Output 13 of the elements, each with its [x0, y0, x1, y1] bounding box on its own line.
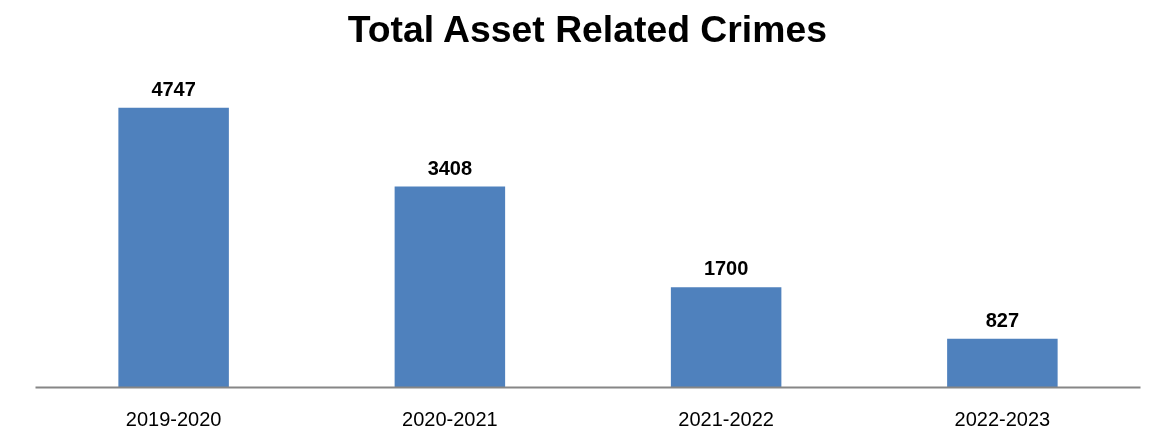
bar	[670, 287, 782, 388]
bar	[118, 107, 229, 388]
bar	[947, 338, 1058, 388]
x-tick-label: 2020-2021	[402, 407, 498, 430]
x-tick-label: 2022-2023	[954, 407, 1051, 430]
data-label: 3408	[427, 156, 473, 179]
x-tick-label: 2019-2020	[125, 407, 222, 430]
data-label: 827	[985, 308, 1020, 331]
data-label: 1700	[703, 257, 749, 280]
x-tick-label: 2021-2022	[678, 407, 774, 430]
data-label: 4747	[151, 77, 196, 100]
bar	[394, 186, 506, 388]
chart-title: Total Asset Related Crimes	[347, 7, 827, 50]
